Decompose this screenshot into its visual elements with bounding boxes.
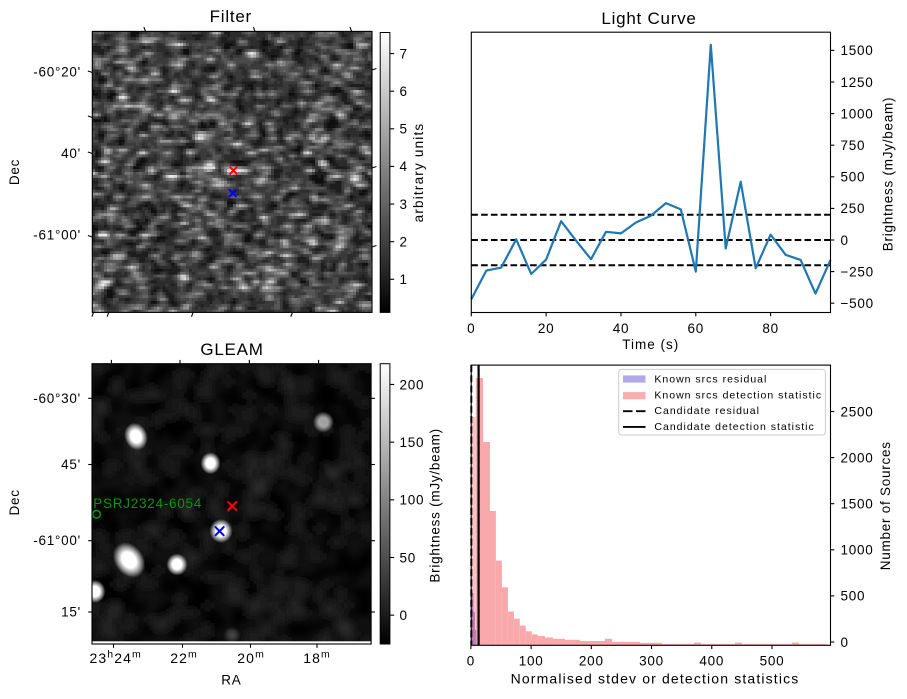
svg-text:7: 7 (400, 46, 408, 61)
svg-text:Time (s): Time (s) (622, 337, 679, 352)
svg-text:1000: 1000 (841, 543, 874, 558)
svg-text:200: 200 (400, 377, 425, 392)
svg-text:0: 0 (400, 608, 408, 623)
svg-text:-60°20': -60°20' (33, 65, 81, 80)
svg-text:−250: −250 (841, 264, 874, 279)
svg-text:0: 0 (467, 321, 475, 336)
svg-text:500: 500 (760, 654, 785, 669)
svg-text:750: 750 (841, 138, 866, 153)
svg-text:1250: 1250 (841, 75, 874, 90)
svg-text:RA: RA (221, 673, 241, 688)
svg-text:80: 80 (762, 321, 779, 336)
svg-text:0: 0 (841, 635, 849, 650)
svg-text:6: 6 (400, 84, 408, 99)
svg-text:50: 50 (400, 550, 417, 565)
svg-text:45': 45' (61, 457, 81, 472)
svg-text:Dec: Dec (7, 489, 22, 515)
svg-text:40: 40 (613, 321, 630, 336)
svg-text:23h24m: 23h24m (90, 649, 142, 667)
svg-text:Brightness (mJy/beam): Brightness (mJy/beam) (427, 428, 442, 583)
svg-text:-61°00': -61°00' (33, 228, 81, 243)
svg-text:Candidate residual: Candidate residual (654, 405, 760, 417)
svg-text:500: 500 (841, 589, 866, 604)
svg-text:Filter: Filter (210, 7, 252, 26)
svg-text:1000: 1000 (841, 106, 874, 121)
svg-text:PSRJ2324-6054: PSRJ2324-6054 (93, 496, 202, 511)
svg-text:0: 0 (841, 233, 849, 248)
svg-text:GLEAM: GLEAM (200, 340, 263, 359)
svg-text:arbitrary units: arbitrary units (411, 123, 426, 223)
svg-text:Known srcs residual: Known srcs residual (654, 374, 767, 386)
svg-text:1500: 1500 (841, 43, 874, 58)
svg-text:1: 1 (400, 272, 408, 287)
svg-text:100: 100 (400, 493, 425, 508)
svg-text:500: 500 (841, 170, 866, 185)
svg-text:-60°30': -60°30' (33, 391, 81, 406)
svg-text:Number of Sources: Number of Sources (878, 441, 893, 570)
svg-text:Brightness (mJy/beam): Brightness (mJy/beam) (881, 97, 896, 252)
svg-text:Known srcs detection statistic: Known srcs detection statistic (654, 389, 822, 401)
svg-text:-61°00': -61°00' (33, 533, 81, 548)
svg-text:2000: 2000 (841, 450, 874, 465)
svg-text:4: 4 (400, 159, 408, 174)
svg-text:Candidate detection statistic: Candidate detection statistic (654, 421, 814, 433)
svg-text:100: 100 (519, 654, 544, 669)
svg-text:2500: 2500 (841, 404, 874, 419)
svg-text:−500: −500 (841, 296, 874, 311)
svg-text:20: 20 (538, 321, 555, 336)
svg-text:15': 15' (61, 605, 81, 620)
svg-text:200: 200 (579, 654, 604, 669)
svg-text:1500: 1500 (841, 497, 874, 512)
svg-text:250: 250 (841, 201, 866, 216)
svg-text:Light Curve: Light Curve (601, 9, 696, 28)
svg-text:Dec: Dec (7, 159, 22, 185)
svg-text:60: 60 (688, 321, 705, 336)
svg-text:0: 0 (467, 654, 475, 669)
svg-text:400: 400 (699, 654, 724, 669)
svg-text:150: 150 (400, 435, 425, 450)
svg-text:2: 2 (400, 234, 408, 249)
svg-text:3: 3 (400, 197, 408, 212)
svg-text:300: 300 (639, 654, 664, 669)
svg-text:40': 40' (61, 146, 81, 161)
svg-text:5: 5 (400, 122, 408, 137)
svg-text:Normalised stdev or detection: Normalised stdev or detection statistics (511, 671, 800, 687)
